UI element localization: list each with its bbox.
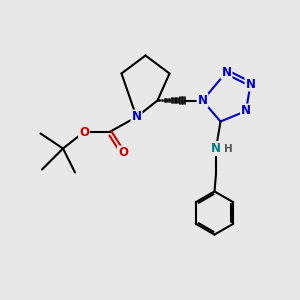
Text: O: O: [118, 146, 128, 160]
Text: N: N: [211, 142, 221, 155]
Text: N: N: [241, 104, 251, 118]
Text: N: N: [245, 77, 256, 91]
Text: H: H: [224, 143, 233, 154]
Text: N: N: [131, 110, 142, 124]
Text: O: O: [79, 125, 89, 139]
Text: N: N: [221, 65, 232, 79]
Text: N: N: [197, 94, 208, 107]
